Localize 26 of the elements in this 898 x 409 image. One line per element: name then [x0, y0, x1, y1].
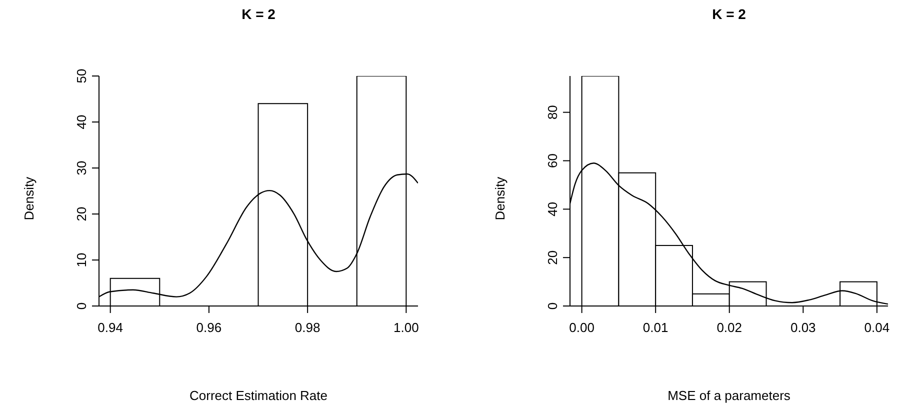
y-axis-title: Density	[22, 176, 36, 222]
y-tick-label: 20	[545, 250, 560, 265]
x-tick-label: 0.02	[716, 320, 742, 336]
x-axis-title: Correct Estimation Rate	[188, 388, 328, 403]
x-tick-label: 1.00	[394, 320, 419, 336]
x-tick-label: 0.03	[790, 320, 816, 336]
x-tick-label: 0.94	[98, 320, 123, 336]
y-axis-title: Density	[492, 176, 508, 222]
y-tick-label: 50	[74, 68, 89, 84]
y-tick-label: 60	[545, 154, 560, 168]
x-tick-label: 0.96	[196, 320, 222, 336]
x-tick-label: 0.00	[569, 320, 594, 336]
y-tick-label: 10	[74, 252, 89, 268]
y-tick-label: 0	[545, 302, 560, 310]
y-tick-label: 20	[74, 206, 89, 222]
y-tick-label: 30	[74, 160, 89, 176]
x-tick-label: 0.98	[294, 320, 320, 336]
y-tick-label: 80	[545, 105, 560, 120]
y-tick-label: 0	[74, 302, 89, 310]
chart-title: K = 2	[711, 6, 747, 22]
x-tick-label: 0.01	[642, 320, 668, 336]
x-tick-label: 0.04	[864, 320, 890, 336]
chart-title: K = 2	[240, 6, 276, 22]
y-tick-label: 40	[545, 202, 560, 216]
y-tick-label: 40	[74, 114, 89, 130]
x-axis-title: MSE of a parameters	[666, 388, 792, 403]
